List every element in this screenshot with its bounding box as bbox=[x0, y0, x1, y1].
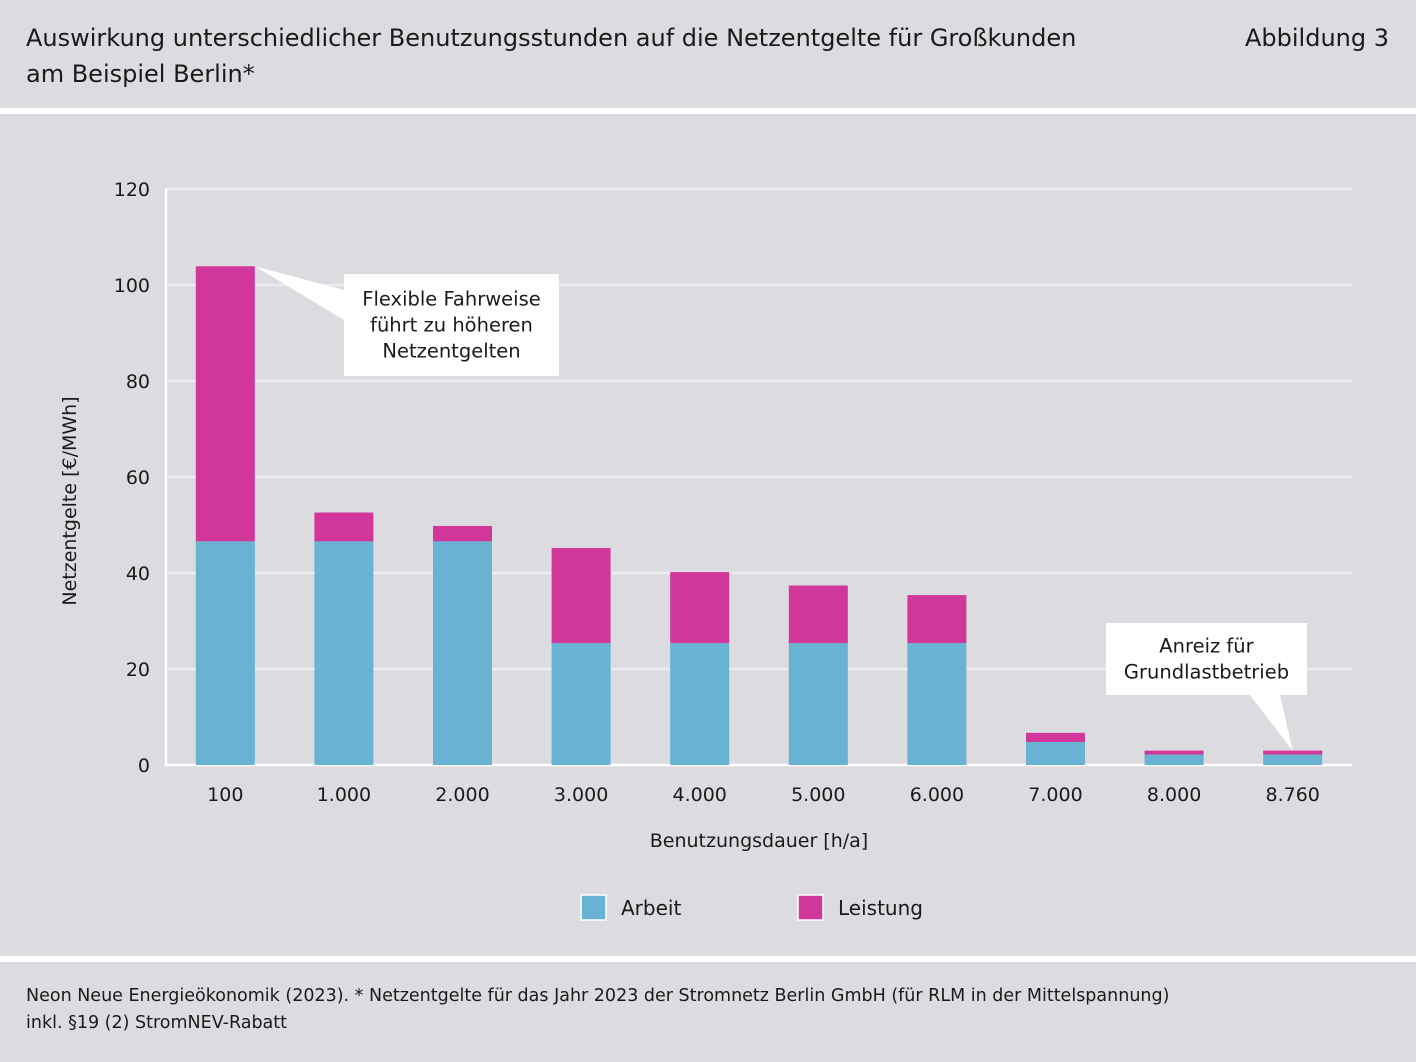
y-tick-label: 60 bbox=[126, 467, 150, 489]
x-tick-label: 2.000 bbox=[435, 784, 489, 806]
y-tick-label: 100 bbox=[114, 275, 150, 297]
figure-title: Auswirkung unterschiedlicher Benutzungss… bbox=[26, 20, 1146, 92]
y-tick-label: 0 bbox=[138, 755, 150, 777]
callout-box bbox=[344, 274, 559, 376]
bar-leistung-1000 bbox=[314, 512, 374, 542]
x-tick-label: 7.000 bbox=[1028, 784, 1082, 806]
x-tick-label: 5.000 bbox=[791, 784, 845, 806]
bar-leistung-5000 bbox=[788, 585, 848, 644]
bar-leistung-100 bbox=[195, 266, 255, 542]
x-axis-title: Benutzungsdauer [h/a] bbox=[650, 830, 868, 852]
legend-label-arbeit: Arbeit bbox=[621, 896, 681, 920]
bar-arbeit-4000 bbox=[670, 643, 730, 765]
bar-leistung-6000 bbox=[907, 595, 967, 644]
legend-swatch-arbeit bbox=[580, 894, 607, 921]
y-tick-label: 20 bbox=[126, 659, 150, 681]
bar-arbeit-3000 bbox=[551, 643, 611, 765]
bar-arbeit-5000 bbox=[788, 643, 848, 765]
y-axis-title: Netzentgelte [€/MWh] bbox=[59, 396, 81, 605]
bar-leistung-3000 bbox=[551, 548, 611, 644]
bar-leistung-8760 bbox=[1263, 750, 1323, 755]
bar-arbeit-6000 bbox=[907, 643, 967, 765]
bar-arbeit-8760 bbox=[1263, 754, 1323, 765]
bar-arbeit-1000 bbox=[314, 541, 374, 765]
x-tick-label: 8.000 bbox=[1147, 784, 1201, 806]
callout-pointer bbox=[254, 266, 344, 320]
callout-text: Netzentgelten bbox=[382, 340, 520, 363]
callout-text: Grundlastbetrieb bbox=[1124, 661, 1289, 684]
y-tick-label: 40 bbox=[126, 563, 150, 585]
bar-leistung-8000 bbox=[1144, 750, 1204, 755]
x-tick-label: 1.000 bbox=[317, 784, 371, 806]
bar-leistung-2000 bbox=[433, 525, 492, 542]
bar-arbeit-100 bbox=[195, 541, 255, 765]
x-tick-label: 3.000 bbox=[554, 784, 608, 806]
bar-arbeit-2000 bbox=[433, 541, 492, 765]
x-tick-label: 6.000 bbox=[910, 784, 964, 806]
legend-swatch-leistung bbox=[797, 894, 824, 921]
source-note: Neon Neue Energieökonomik (2023). * Netz… bbox=[26, 983, 1396, 1037]
footer-divider bbox=[0, 956, 1416, 962]
legend-label-leistung: Leistung bbox=[838, 896, 923, 920]
bar-arbeit-8000 bbox=[1144, 754, 1204, 765]
callout-text: Anreiz für bbox=[1159, 635, 1254, 658]
header-divider bbox=[0, 108, 1416, 114]
bar-leistung-4000 bbox=[670, 572, 730, 644]
y-tick-label: 80 bbox=[126, 371, 150, 393]
callout-pointer bbox=[1250, 695, 1293, 751]
callout-text: führt zu höheren bbox=[370, 314, 533, 337]
y-tick-label: 120 bbox=[114, 179, 150, 201]
figure-header: Auswirkung unterschiedlicher Benutzungss… bbox=[0, 0, 1416, 108]
figure-title-line-2: am Beispiel Berlin* bbox=[26, 60, 255, 88]
figure-title-line-1: Auswirkung unterschiedlicher Benutzungss… bbox=[26, 24, 1077, 52]
callout-box bbox=[1106, 623, 1307, 695]
figure-number-label: Abbildung 3 bbox=[1244, 24, 1389, 52]
source-note-line-1: Neon Neue Energieökonomik (2023). * Netz… bbox=[26, 986, 1170, 1006]
bar-arbeit-7000 bbox=[1026, 741, 1085, 765]
bar-leistung-7000 bbox=[1026, 732, 1085, 742]
x-tick-label: 4.000 bbox=[672, 784, 726, 806]
stacked-bar-chart: 0 20 40 60 80 100 120 100 1.000 2.000 3.000 4.000 5.… bbox=[59, 179, 1352, 921]
x-tick-label: 100 bbox=[207, 784, 243, 806]
callout-text: Flexible Fahrweise bbox=[362, 288, 541, 311]
x-tick-label: 8.760 bbox=[1265, 784, 1319, 806]
source-note-line-2: inkl. §19 (2) StromNEV-Rabatt bbox=[26, 1013, 288, 1033]
